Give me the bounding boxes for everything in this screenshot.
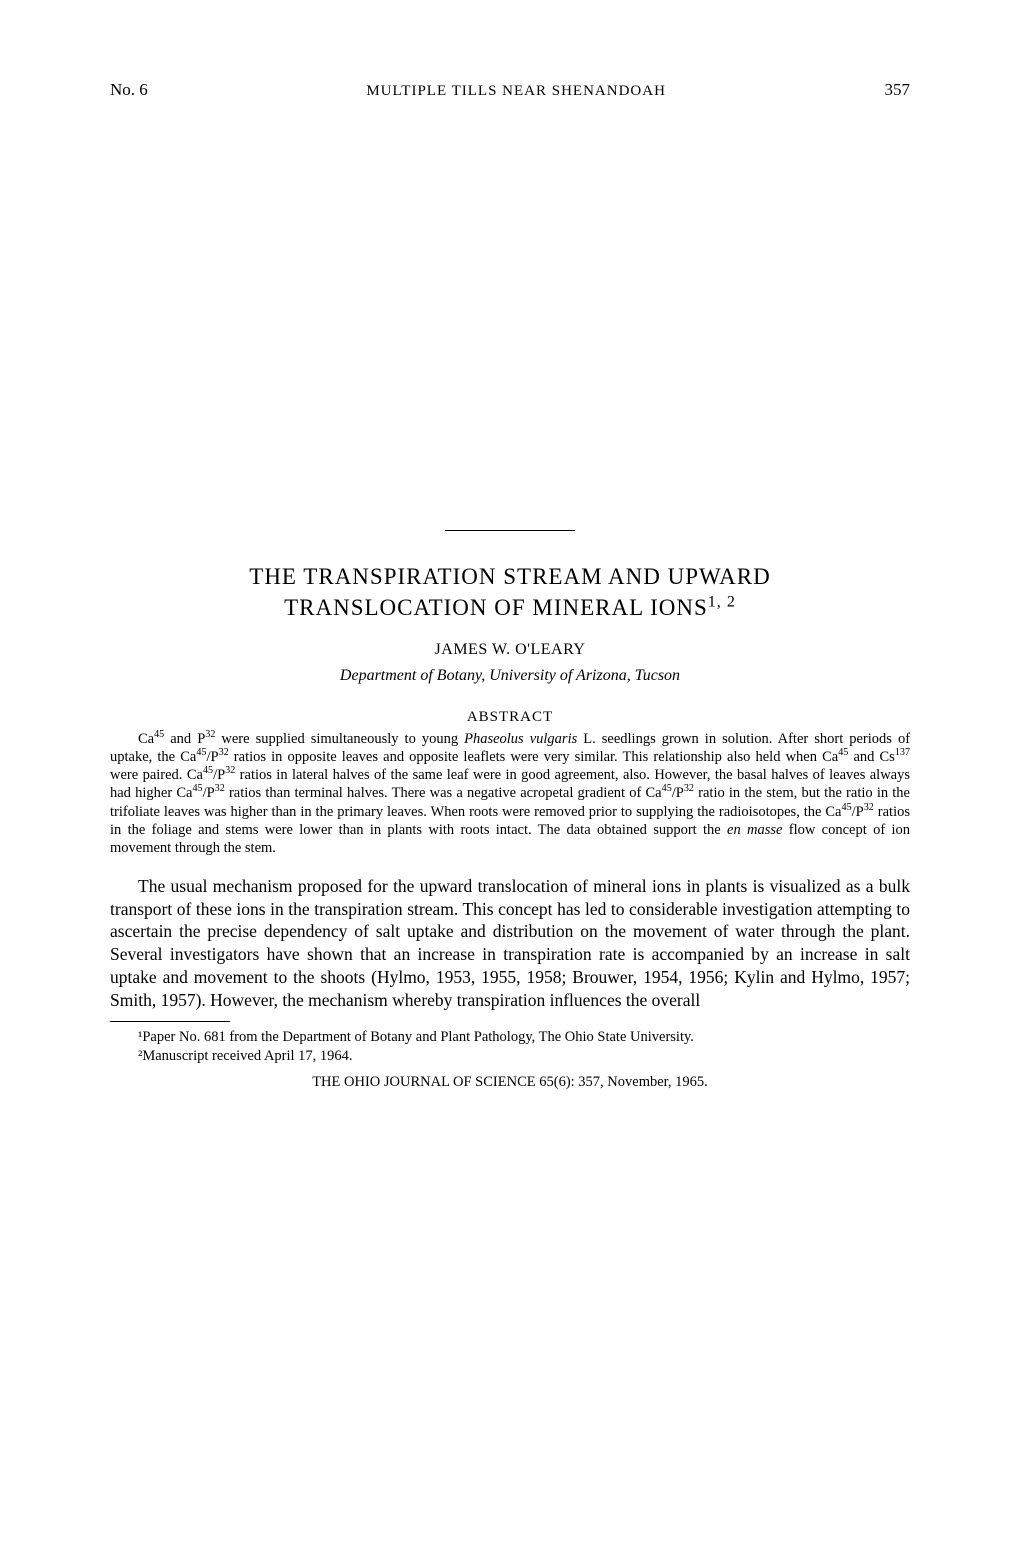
footnote-1: ¹Paper No. 681 from the Department of Bo… (110, 1028, 910, 1047)
journal-name: THE OHIO JOURNAL OF SCIENCE (312, 1074, 535, 1090)
author-name: JAMES W. O'LEARY (110, 641, 910, 659)
page-number: 357 (885, 80, 911, 100)
footnote-2: ²Manuscript received April 17, 1964. (110, 1047, 910, 1066)
title-superscript: 1, 2 (708, 593, 736, 610)
abstract-heading: ABSTRACT (110, 709, 910, 726)
body-paragraph-1: The usual mechanism proposed for the upw… (110, 875, 910, 1012)
title-line-2: TRANSLOCATION OF MINERAL IONS (284, 595, 708, 620)
abstract-text: Ca45 and P32 were supplied simultaneousl… (110, 730, 910, 857)
journal-citation: THE OHIO JOURNAL OF SCIENCE 65(6): 357, … (110, 1074, 910, 1091)
title-line-1: THE TRANSPIRATION STREAM AND UPWARD (249, 564, 770, 589)
issue-number: No. 6 (110, 80, 148, 100)
author-affiliation: Department of Botany, University of Ariz… (110, 667, 910, 685)
section-divider (445, 530, 575, 531)
page-header: No. 6 MULTIPLE TILLS NEAR SHENANDOAH 357 (110, 80, 910, 100)
journal-details: 65(6): 357, November, 1965. (536, 1074, 708, 1090)
article-title: THE TRANSPIRATION STREAM AND UPWARD TRAN… (110, 561, 910, 623)
running-header: MULTIPLE TILLS NEAR SHENANDOAH (366, 83, 666, 100)
footnote-divider (110, 1021, 230, 1022)
